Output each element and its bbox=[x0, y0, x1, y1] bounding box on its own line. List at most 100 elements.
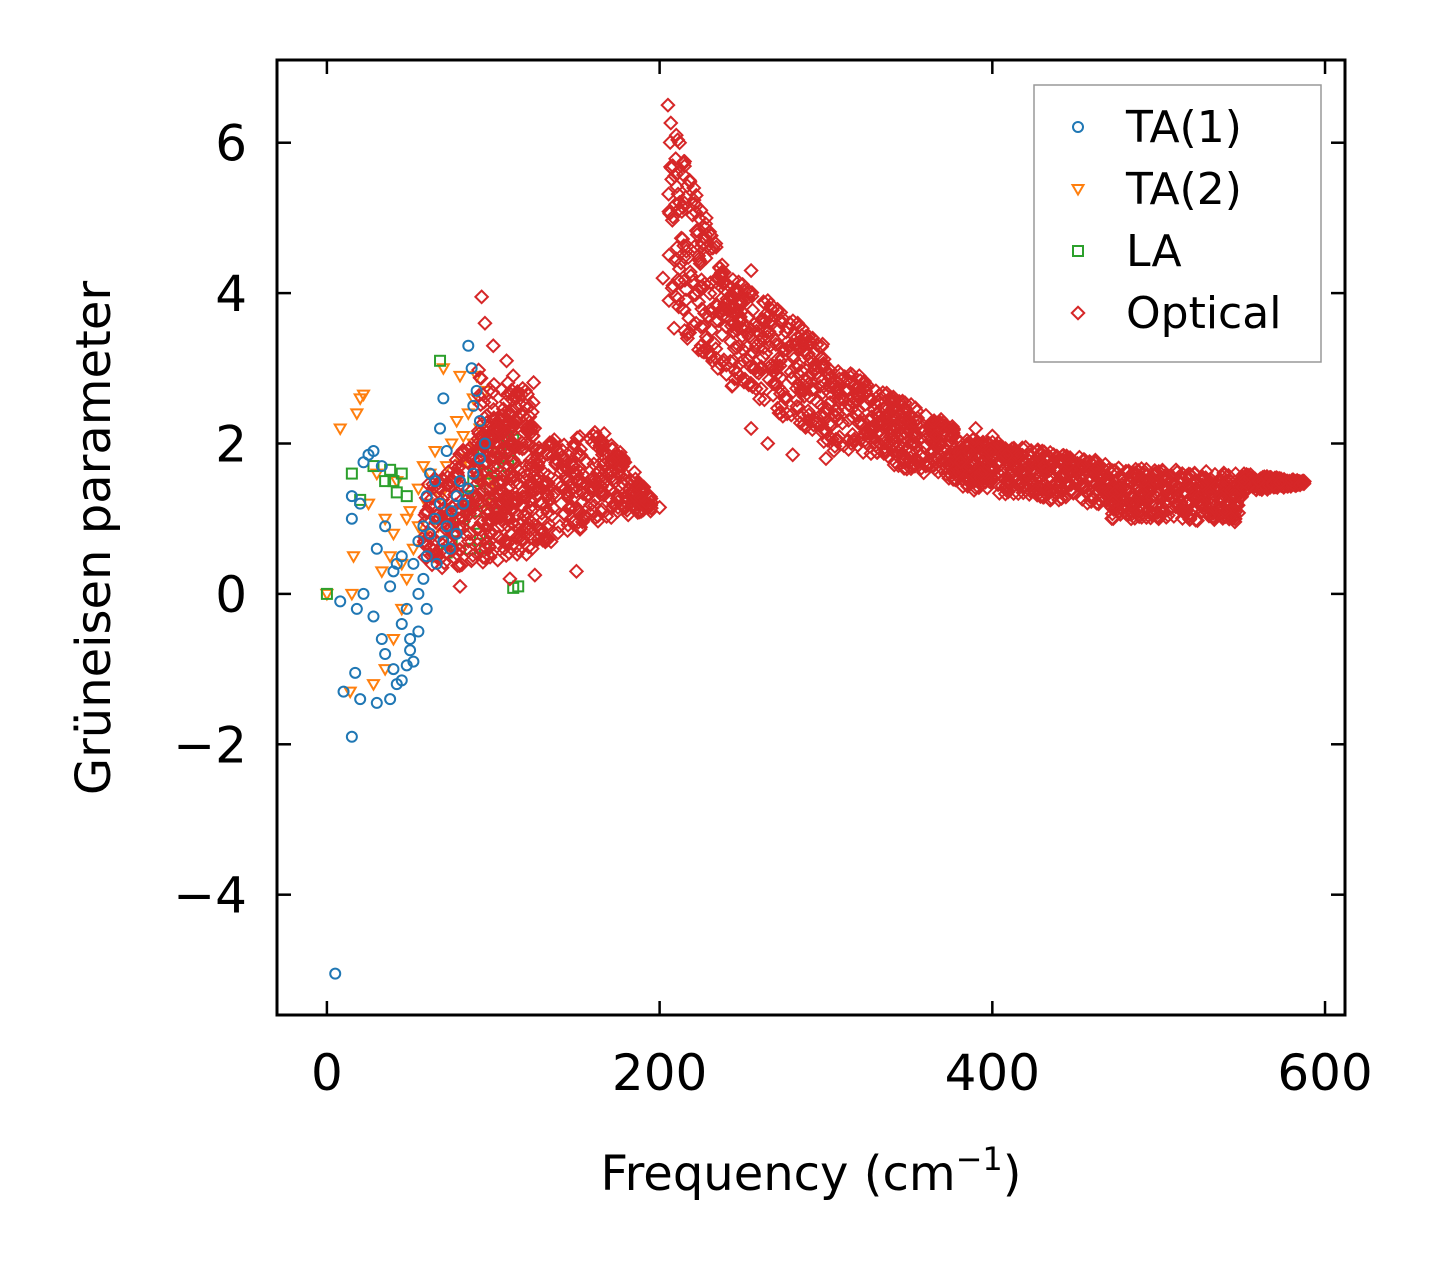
optical-point bbox=[851, 391, 868, 407]
optical-point bbox=[581, 430, 598, 446]
point-ta1 bbox=[473, 414, 486, 427]
point-ta1 bbox=[379, 520, 392, 533]
optical-point bbox=[749, 364, 765, 380]
optical-point bbox=[416, 534, 433, 550]
optical-point bbox=[528, 472, 545, 489]
optical-point bbox=[618, 484, 634, 500]
point-ta1 bbox=[478, 437, 491, 450]
optical-point bbox=[556, 481, 572, 497]
point-ta1 bbox=[375, 633, 388, 646]
optical-point bbox=[470, 362, 487, 378]
optical-point bbox=[697, 305, 713, 322]
optical-point bbox=[605, 450, 622, 466]
point-ta1 bbox=[429, 512, 442, 525]
optical-point bbox=[784, 370, 801, 387]
optical-point bbox=[482, 523, 498, 539]
optical-point bbox=[582, 497, 599, 513]
optical-point bbox=[572, 505, 588, 522]
plot-frame bbox=[275, 58, 1347, 1017]
optical-point bbox=[955, 471, 971, 488]
optical-point bbox=[872, 436, 888, 452]
point-ta2 bbox=[411, 483, 426, 497]
optical-point bbox=[1132, 474, 1148, 490]
optical-point bbox=[525, 394, 541, 411]
optical-point bbox=[502, 464, 519, 481]
point-ta1 bbox=[462, 482, 475, 495]
optical-point bbox=[773, 312, 789, 329]
optical-point bbox=[857, 424, 874, 440]
optical-point bbox=[734, 276, 751, 293]
optical-point bbox=[863, 445, 879, 462]
point-ta1 bbox=[473, 452, 486, 465]
optical-point bbox=[813, 357, 829, 374]
optical-point bbox=[1203, 483, 1220, 500]
optical-point bbox=[830, 363, 846, 380]
point-ta1 bbox=[350, 602, 363, 615]
optical-point bbox=[503, 402, 519, 419]
optical-point bbox=[856, 373, 873, 389]
point-ta2 bbox=[344, 588, 360, 602]
optical-point bbox=[804, 381, 820, 398]
optical-point bbox=[830, 432, 846, 448]
optical-point bbox=[740, 352, 756, 369]
point-ta1 bbox=[467, 399, 480, 412]
optical-point bbox=[573, 484, 589, 500]
optical-point bbox=[470, 519, 486, 536]
optical-point bbox=[962, 458, 979, 475]
optical-point bbox=[591, 462, 608, 479]
optical-point bbox=[599, 479, 615, 495]
optical-point bbox=[540, 516, 557, 532]
optical-point bbox=[434, 491, 451, 508]
optical-point bbox=[987, 441, 1003, 457]
optical-point bbox=[743, 262, 759, 279]
point-ta1 bbox=[420, 602, 433, 615]
optical-point bbox=[1190, 490, 1206, 506]
optical-point bbox=[729, 322, 746, 338]
optical-point bbox=[505, 368, 521, 384]
point-ta1 bbox=[440, 520, 453, 533]
optical-point bbox=[676, 323, 693, 339]
optical-point bbox=[615, 498, 631, 515]
point-la bbox=[387, 475, 400, 488]
optical-point bbox=[1104, 510, 1120, 527]
optical-point bbox=[727, 371, 743, 387]
optical-point bbox=[572, 519, 589, 535]
y-tick-label: 2 bbox=[215, 416, 247, 474]
optical-point bbox=[746, 332, 762, 349]
optical-point bbox=[452, 578, 468, 595]
optical-point bbox=[470, 496, 486, 512]
optical-point bbox=[961, 443, 978, 460]
optical-point bbox=[869, 415, 885, 432]
optical-point bbox=[661, 203, 677, 220]
optical-point bbox=[897, 395, 913, 411]
optical-point bbox=[939, 456, 956, 472]
point-ta1 bbox=[430, 557, 443, 570]
point-ta2 bbox=[461, 408, 476, 421]
optical-point bbox=[584, 483, 600, 500]
point-ta1 bbox=[357, 587, 370, 600]
optical-point bbox=[538, 476, 554, 493]
optical-point bbox=[743, 420, 759, 437]
optical-point bbox=[598, 508, 615, 524]
optical-point bbox=[925, 443, 941, 459]
optical-point bbox=[546, 432, 562, 448]
point-ta1 bbox=[345, 490, 358, 503]
optical-point bbox=[496, 433, 512, 450]
optical-point bbox=[504, 469, 520, 485]
optical-point bbox=[889, 429, 906, 445]
optical-point bbox=[1263, 469, 1279, 486]
optical-point bbox=[960, 435, 976, 452]
series-ta1 bbox=[329, 339, 491, 980]
optical-point bbox=[726, 323, 742, 339]
point-la bbox=[395, 467, 408, 480]
y-tick-label: −4 bbox=[173, 867, 247, 925]
optical-point bbox=[902, 408, 918, 425]
point-ta2 bbox=[386, 634, 401, 647]
optical-point bbox=[850, 415, 867, 431]
optical-point bbox=[1051, 492, 1067, 508]
optical-point bbox=[926, 413, 942, 429]
optical-point bbox=[674, 203, 690, 220]
optical-point bbox=[941, 470, 957, 486]
optical-point bbox=[826, 442, 842, 459]
point-ta2 bbox=[427, 446, 443, 459]
